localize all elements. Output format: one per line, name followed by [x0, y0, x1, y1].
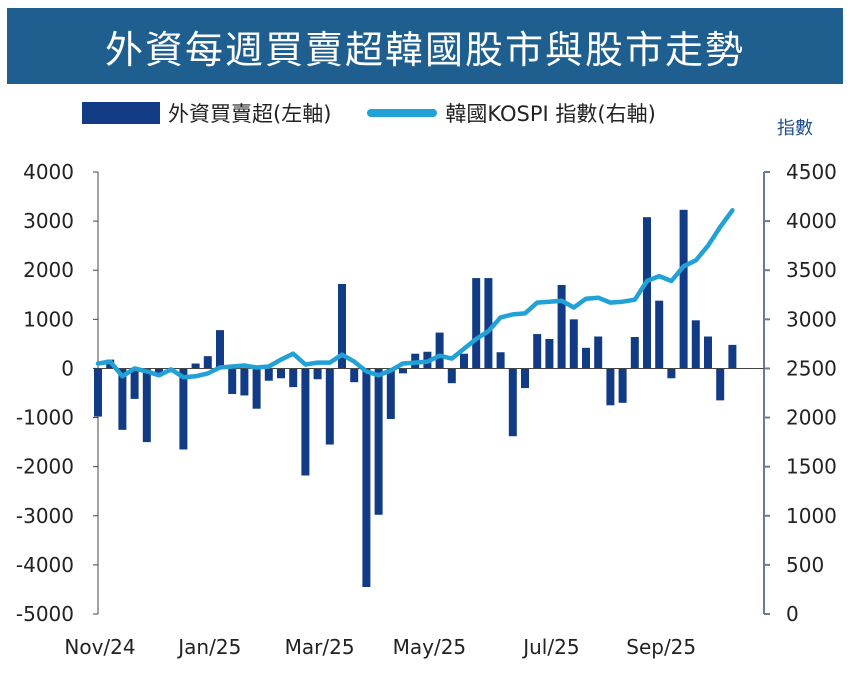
- bar: [533, 334, 542, 369]
- legend-line-swatch: [367, 109, 438, 117]
- legend: 外資買賣超(左軸) 韓國KOSPI 指數(右軸): [82, 98, 656, 128]
- bar: [594, 336, 603, 369]
- legend-bar-swatch: [82, 102, 160, 124]
- left-tick-label: -1000: [16, 406, 74, 430]
- right-tick-label: 3000: [786, 307, 837, 331]
- bar: [557, 284, 566, 369]
- x-tick-label: May/25: [393, 635, 467, 659]
- bar: [399, 368, 407, 374]
- bar: [289, 368, 298, 388]
- legend-line-label: 韓國KOSPI 指數(右軸): [445, 102, 656, 126]
- left-tick-label: -2000: [16, 455, 74, 479]
- right-tick-label: 2500: [786, 356, 837, 380]
- bar: [216, 330, 224, 369]
- legend-bar-label: 外資買賣超(左軸): [168, 102, 332, 126]
- bar: [472, 278, 481, 369]
- bar: [618, 368, 627, 403]
- bar: [582, 347, 590, 369]
- bar: [155, 368, 163, 375]
- chart-title: 外資每週買賣超韓國股市與股市走勢: [7, 8, 843, 84]
- left-tick-label: 0: [61, 356, 74, 380]
- bar: [142, 368, 151, 443]
- right-tick-label: 1000: [786, 504, 837, 528]
- bar: [203, 356, 212, 369]
- bar: [325, 368, 334, 445]
- bar: [460, 353, 468, 369]
- bar: [716, 368, 725, 401]
- x-tick-label: Sep/25: [626, 635, 696, 659]
- bar: [350, 368, 359, 383]
- bar: [643, 217, 651, 369]
- x-tick-label: Jan/25: [176, 635, 241, 659]
- right-axis-unit-label: 指數: [777, 118, 813, 139]
- left-tick-label: 3000: [23, 209, 74, 233]
- bar: [374, 368, 383, 515]
- right-tick-label: 4000: [786, 209, 837, 233]
- left-tick-label: 2000: [23, 258, 74, 282]
- bar: [508, 368, 517, 437]
- bar: [655, 300, 664, 369]
- bar: [240, 368, 249, 396]
- right-tick-label: 2000: [786, 406, 837, 430]
- bar: [691, 320, 700, 369]
- right-tick-label: 4500: [786, 160, 837, 184]
- bar: [606, 368, 615, 406]
- bar: [704, 336, 712, 369]
- bar: [630, 337, 639, 369]
- left-tick-label: -5000: [16, 602, 74, 626]
- bar: [94, 368, 102, 417]
- bar: [435, 332, 444, 369]
- bar: [728, 344, 737, 369]
- bar: [179, 368, 188, 450]
- bar: [667, 368, 676, 379]
- bar: [521, 368, 529, 389]
- bar: [264, 368, 273, 381]
- x-tick-label: Mar/25: [285, 635, 355, 659]
- bar: [569, 319, 578, 369]
- left-tick-label: 4000: [23, 160, 74, 184]
- bar: [228, 368, 237, 394]
- bar: [386, 368, 395, 420]
- kospi-line: [95, 208, 735, 380]
- bar: [252, 368, 261, 409]
- bar: [679, 209, 688, 369]
- right-tick-label: 0: [786, 602, 799, 626]
- right-tick-label: 500: [786, 553, 824, 577]
- bar: [118, 368, 127, 430]
- bar: [484, 278, 493, 369]
- x-tick-label: Nov/24: [64, 635, 135, 659]
- x-tick-label: Jul/25: [521, 635, 579, 659]
- bar: [130, 368, 139, 399]
- left-tick-label: 1000: [23, 307, 74, 331]
- bar: [313, 368, 322, 380]
- left-tick-label: -3000: [16, 504, 74, 528]
- bar: [277, 368, 285, 379]
- bar: [496, 352, 505, 369]
- bar: [191, 363, 200, 369]
- bar: [362, 368, 371, 587]
- bar: [545, 338, 554, 369]
- bar: [338, 283, 346, 369]
- right-tick-label: 1500: [786, 455, 837, 479]
- right-tick-label: 3500: [786, 258, 837, 282]
- bar: [447, 368, 456, 384]
- bar: [301, 368, 310, 476]
- left-tick-label: -4000: [16, 553, 74, 577]
